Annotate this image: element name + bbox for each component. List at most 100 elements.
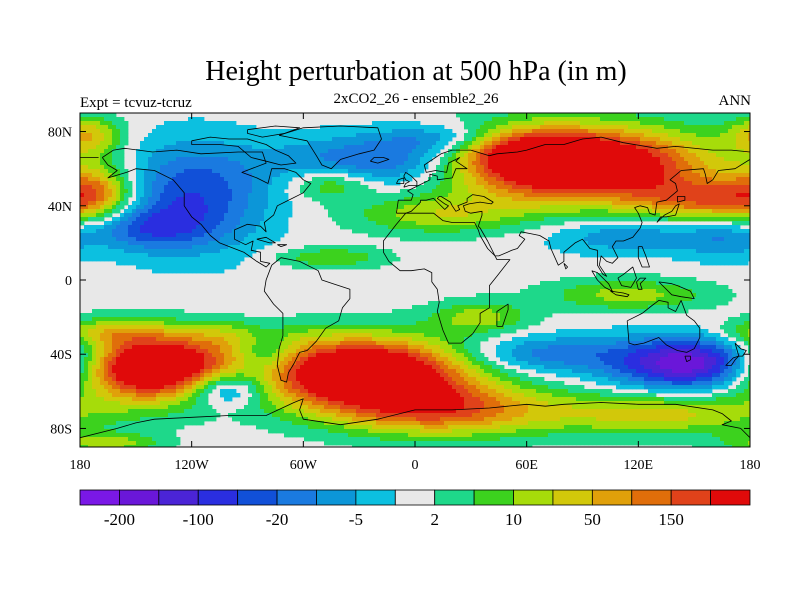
field-cell [264, 197, 269, 202]
field-cell [208, 133, 213, 138]
field-cell [212, 177, 217, 182]
field-cell [88, 389, 93, 394]
field-cell [228, 193, 233, 198]
field-cell [264, 221, 269, 226]
field-cell [216, 265, 221, 270]
field-cell [348, 437, 353, 442]
field-cell [236, 157, 241, 162]
field-cell [288, 361, 293, 366]
field-cell [324, 349, 329, 354]
field-cell [372, 161, 377, 166]
field-cell [188, 249, 193, 254]
field-cell [332, 313, 337, 318]
field-cell [268, 389, 273, 394]
field-cell [300, 253, 305, 258]
field-cell [116, 313, 121, 318]
field-cell [344, 325, 349, 330]
field-cell [236, 229, 241, 234]
field-cell [192, 377, 197, 382]
field-cell [380, 369, 385, 374]
field-cell [164, 225, 169, 230]
field-cell [120, 321, 125, 326]
field-cell [248, 405, 253, 410]
field-cell [132, 417, 137, 422]
field-cell [320, 401, 325, 406]
field-cell [276, 181, 281, 186]
field-cell [136, 385, 141, 390]
field-cell [328, 333, 333, 338]
field-cell [280, 357, 285, 362]
field-cell [92, 409, 97, 414]
field-cell [136, 445, 141, 447]
field-cell [180, 205, 185, 210]
field-cell [92, 441, 97, 446]
field-cell [336, 413, 341, 418]
field-cell [332, 425, 337, 430]
field-cell [372, 385, 377, 390]
field-cell [316, 389, 321, 394]
field-cell [348, 369, 353, 374]
field-cell [140, 329, 145, 334]
field-cell [176, 221, 181, 226]
field-cell [188, 333, 193, 338]
field-cell [316, 257, 321, 262]
field-cell [324, 329, 329, 334]
field-cell [380, 417, 385, 422]
field-cell [364, 349, 369, 354]
field-cell [148, 437, 153, 442]
field-cell [376, 165, 381, 170]
field-cell [260, 129, 265, 134]
field-cell [380, 197, 385, 202]
field-cell [172, 145, 177, 150]
field-cell [248, 213, 253, 218]
field-cell [160, 353, 165, 358]
field-cell [144, 181, 149, 186]
field-cell [388, 389, 393, 394]
field-cell [292, 381, 297, 386]
field-cell [112, 181, 117, 186]
field-cell [92, 401, 97, 406]
field-cell [116, 217, 121, 222]
field-cell [96, 141, 101, 146]
field-cell [292, 365, 297, 370]
field-cell [268, 141, 273, 146]
field-cell [336, 265, 341, 270]
field-cell [88, 357, 93, 362]
field-cell [240, 345, 245, 350]
field-cell [328, 345, 333, 350]
field-cell [196, 165, 201, 170]
field-cell [380, 125, 385, 130]
field-cell [392, 197, 397, 202]
field-cell [348, 341, 353, 346]
field-cell [380, 205, 385, 210]
field-cell [276, 177, 281, 182]
field-cell [144, 381, 149, 386]
field-cell [332, 349, 337, 354]
field-cell [380, 317, 385, 322]
field-cell [376, 437, 381, 442]
field-cell [272, 205, 277, 210]
field-cell [188, 133, 193, 138]
field-cell [120, 361, 125, 366]
field-cell [176, 141, 181, 146]
field-cell [272, 373, 277, 378]
field-cell [392, 377, 397, 382]
field-cell [184, 413, 189, 418]
field-cell [88, 173, 93, 178]
field-cell [240, 193, 245, 198]
field-cell [148, 265, 153, 270]
field-cell [164, 413, 169, 418]
field-cell [300, 345, 305, 350]
field-cell [316, 393, 321, 398]
field-cell [212, 157, 217, 162]
field-cell [352, 217, 357, 222]
field-cell [356, 361, 361, 366]
field-cell [324, 417, 329, 422]
field-cell [188, 153, 193, 158]
field-cell [368, 217, 373, 222]
field-cell [344, 225, 349, 230]
field-cell [352, 385, 357, 390]
field-cell [372, 337, 377, 342]
field-cell [196, 265, 201, 270]
field-cell [368, 193, 373, 198]
